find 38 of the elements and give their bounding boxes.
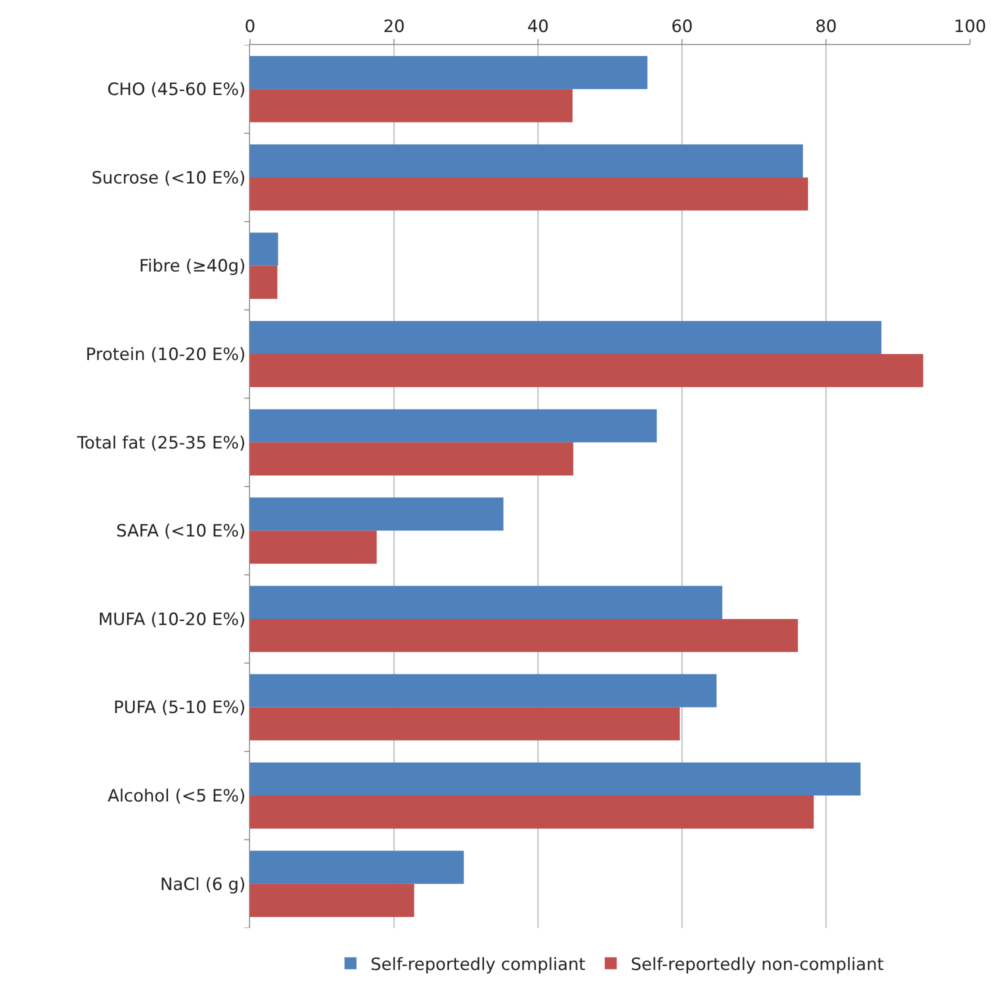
y-tick-label: Protein (10-20 E%)	[86, 345, 246, 365]
bar	[250, 762, 861, 796]
y-tick-label: SAFA (<10 E%)	[116, 522, 246, 542]
x-tick-label: 60	[671, 17, 693, 38]
legend-label: Self-reportedly compliant	[370, 954, 586, 975]
legend-label: Self-reportedly non-compliant	[630, 954, 884, 975]
x-tick-label: 20	[383, 17, 405, 38]
bar	[250, 354, 924, 388]
y-tick-label: CHO (45-60 E%)	[107, 80, 246, 100]
bar	[250, 586, 722, 619]
y-tick-label: Fibre (≥40g)	[139, 256, 246, 277]
x-tick-label: 40	[527, 17, 549, 38]
y-tick-label: MUFA (10-20 E%)	[98, 610, 246, 630]
x-tick-label: 80	[815, 17, 837, 38]
bar	[250, 796, 814, 829]
bar	[250, 884, 414, 917]
bar	[250, 674, 717, 708]
bar	[250, 409, 657, 442]
x-tick-label: 0	[244, 17, 256, 38]
bar	[250, 266, 278, 299]
bar	[250, 850, 464, 884]
bar	[250, 320, 882, 354]
bar	[250, 232, 278, 266]
y-tick-label: PUFA (5-10 E%)	[114, 698, 246, 718]
y-tick-label: Alcohol (<5 E%)	[108, 786, 246, 806]
bar	[250, 177, 808, 211]
y-tick-label: Total fat (25-35 E%)	[76, 433, 246, 454]
bar	[250, 442, 574, 476]
bar	[250, 89, 573, 122]
bar	[250, 498, 504, 531]
bar	[250, 56, 648, 90]
bar	[250, 144, 803, 178]
bar	[250, 707, 680, 740]
x-tick-label: 100	[954, 17, 986, 38]
y-tick-label: Sucrose (<10 E%)	[92, 168, 246, 188]
bar	[250, 618, 798, 652]
bar	[250, 530, 377, 564]
y-tick-label: NaCl (6 g)	[160, 874, 246, 895]
